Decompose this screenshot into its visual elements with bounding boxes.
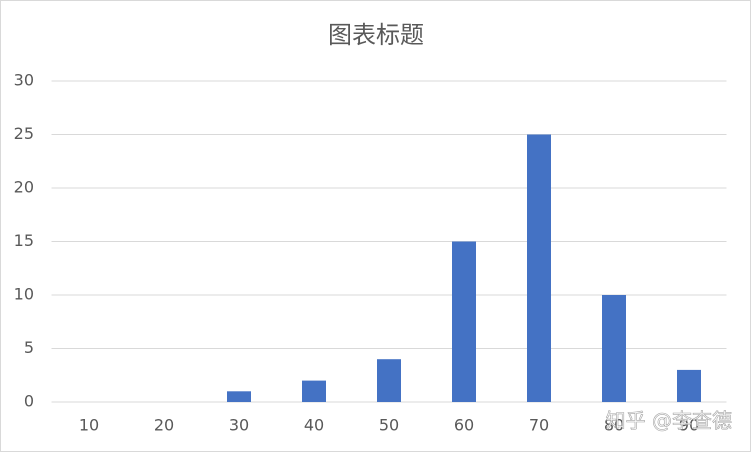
x-tick-label: 30 xyxy=(229,416,249,435)
y-tick-label: 0 xyxy=(24,392,34,411)
x-tick-label: 60 xyxy=(454,416,474,435)
y-tick-label: 25 xyxy=(14,124,34,143)
y-tick-label: 10 xyxy=(14,285,34,304)
x-tick-label: 90 xyxy=(679,416,699,435)
bar xyxy=(302,380,326,402)
watermark: 知乎 @李查德 xyxy=(606,409,732,433)
y-tick-label: 15 xyxy=(14,231,34,250)
x-tick-label: 50 xyxy=(379,416,399,435)
bar xyxy=(602,295,626,402)
y-tick-label: 30 xyxy=(14,71,34,90)
bar xyxy=(677,369,701,402)
bar xyxy=(527,134,551,402)
x-tick-label: 40 xyxy=(304,416,324,435)
bar xyxy=(452,241,476,402)
y-tick-label: 20 xyxy=(14,178,34,197)
bar xyxy=(377,359,401,402)
y-tick-label: 5 xyxy=(24,338,34,357)
bar xyxy=(227,391,251,402)
x-tick-label: 20 xyxy=(154,416,174,435)
x-tick-label: 70 xyxy=(529,416,549,435)
x-tick-label: 10 xyxy=(79,416,99,435)
x-tick-label: 80 xyxy=(604,416,624,435)
chart-title: 图表标题 xyxy=(328,21,424,49)
